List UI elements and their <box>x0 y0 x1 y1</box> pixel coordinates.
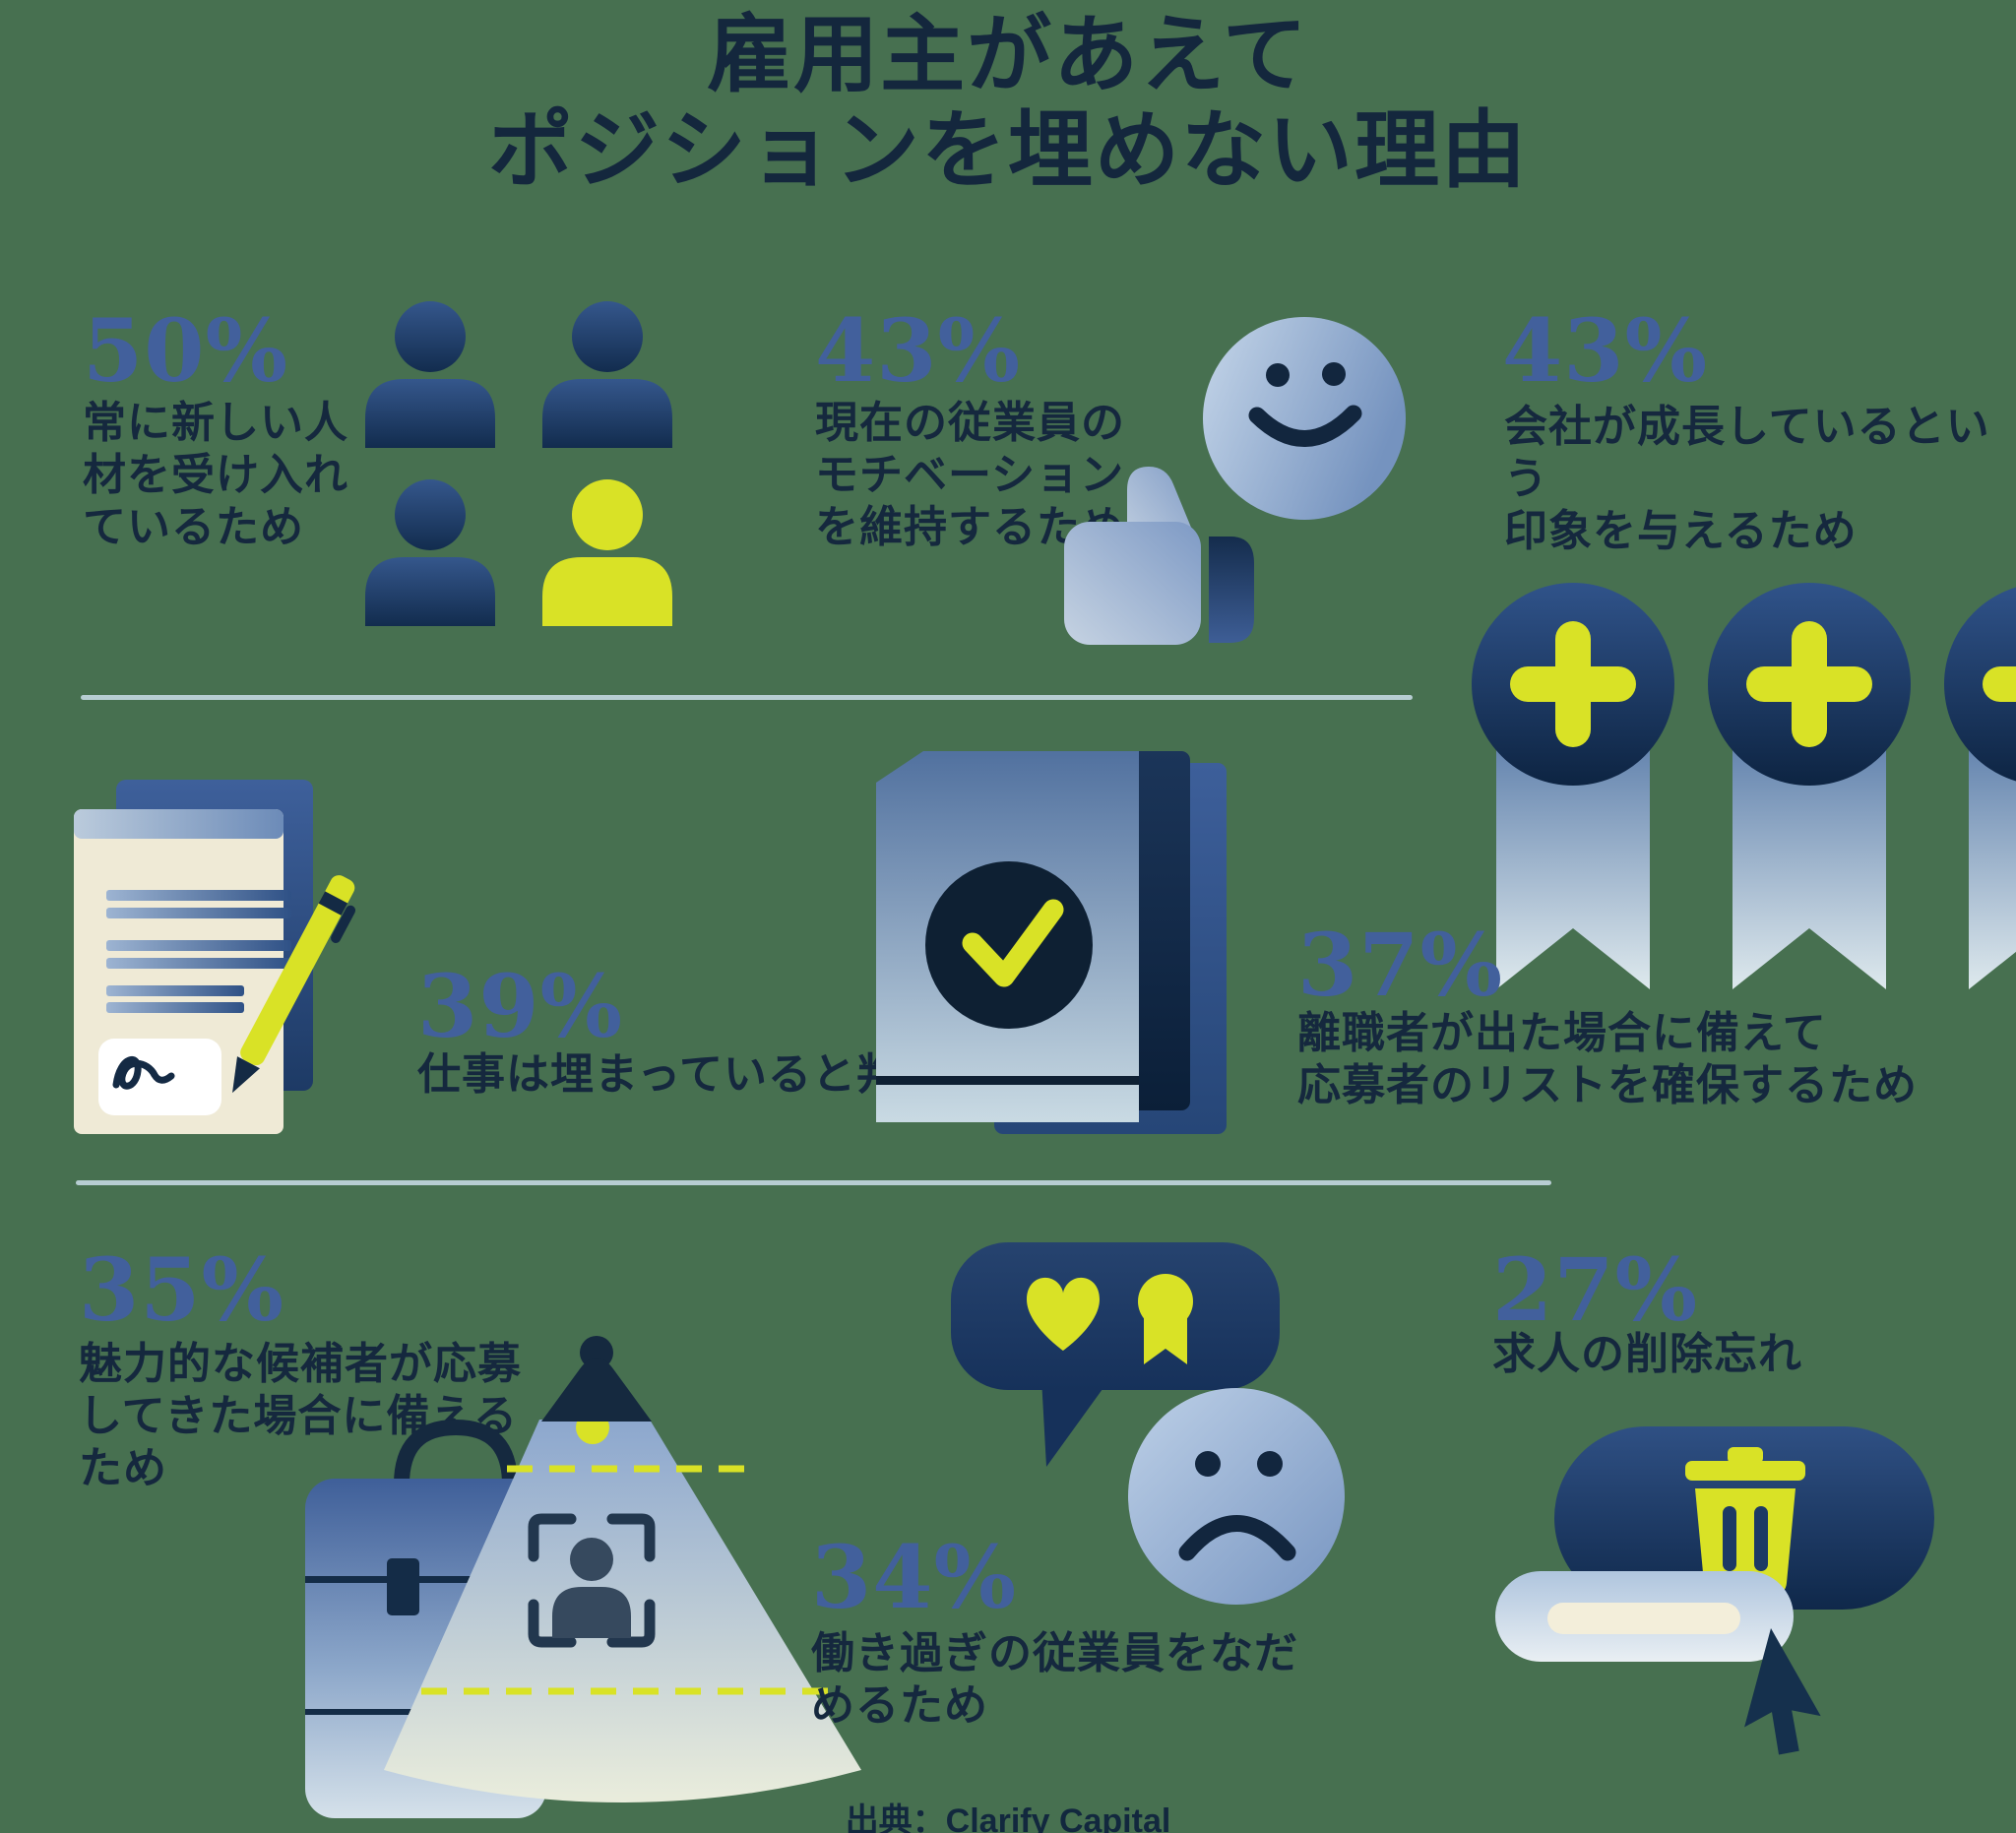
stat-desc-39: 仕事は埋まっていると判断 <box>417 1050 946 1099</box>
signed-contract-pen-icon <box>74 780 356 1134</box>
checked-documents-icon <box>876 751 1227 1134</box>
pen-icon <box>232 875 356 1094</box>
thumbs-up-smiley-icon <box>1064 317 1406 645</box>
stat-desc-43-motivation: 現在の従業員の モチベーション を維持するため <box>815 399 1125 551</box>
stat-desc-34: 働き過ぎの従業員をなだ めるため <box>811 1629 1298 1730</box>
source-credit: 出典：Clarify Capital <box>845 1802 1171 1833</box>
stat-pct-50: 50% <box>83 299 289 402</box>
plus-award-ribbons-icon <box>1472 583 2016 989</box>
page-title: 雇用主があえて ポジションを埋めない理由 <box>488 8 1528 199</box>
delete-job-posting-icon <box>1495 1426 1934 1755</box>
stat-pct-34: 34% <box>811 1526 1018 1628</box>
cursor-icon <box>1744 1628 1821 1755</box>
speech-bubble-icon <box>951 1242 1280 1390</box>
briefcase-spotlight-icon <box>305 1336 861 1818</box>
stat-pct-37: 37% <box>1297 914 1504 1016</box>
divider-row1 <box>81 695 1413 700</box>
stat-pct-43-motivation: 43% <box>815 299 1022 402</box>
stat-desc-50: 常に新しい人 材を受け入れ ているため <box>83 399 348 551</box>
award-icon <box>1138 1274 1193 1364</box>
stat-desc-35: 魅力的な候補者が応募 してきた場合に備える ため <box>79 1340 522 1492</box>
stat-pct-39: 39% <box>417 955 624 1057</box>
check-circle-icon <box>925 861 1093 1029</box>
candidate-focus-icon <box>528 1513 656 1648</box>
stat-desc-43-growth: 会社が成長しているという 印象を与えるため <box>1504 403 1990 555</box>
smiley-face-icon <box>1203 317 1406 520</box>
stat-desc-37: 離職者が出た場合に備えて 応募者のリストを確保するため <box>1297 1009 1918 1109</box>
stat-desc-27: 求人の削除忘れ <box>1492 1330 1802 1378</box>
divider-row2 <box>76 1180 1551 1185</box>
people-group-icon <box>365 301 672 626</box>
stat-pct-43-growth: 43% <box>1502 299 1709 402</box>
trash-icon <box>1685 1447 1805 1594</box>
stat-pct-35: 35% <box>79 1238 285 1341</box>
praise-bubble-sad-face-icon <box>951 1242 1345 1605</box>
stat-pct-27: 27% <box>1492 1238 1699 1341</box>
heart-icon <box>1027 1277 1100 1351</box>
sad-face-icon <box>1128 1388 1345 1605</box>
